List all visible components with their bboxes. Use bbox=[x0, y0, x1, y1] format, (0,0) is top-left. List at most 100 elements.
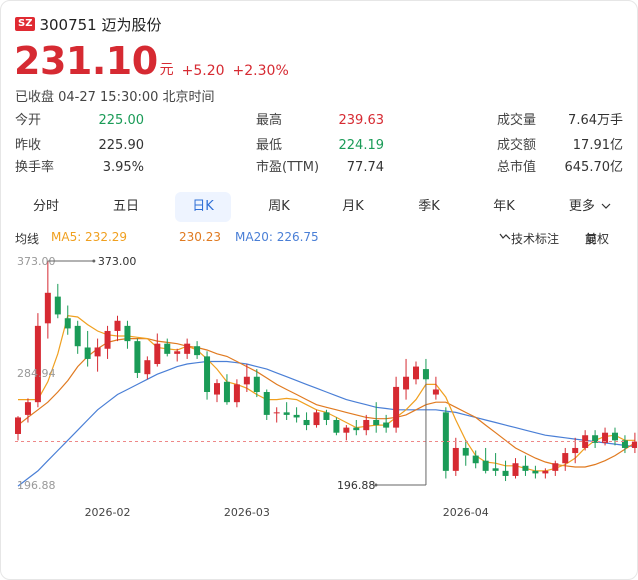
tab-five-day[interactable]: 五日 bbox=[112, 199, 139, 214]
candle-body bbox=[273, 412, 280, 414]
stat-label: 市盈(TTM) bbox=[256, 160, 320, 175]
stock-header: SZ 300751 迈为股份 bbox=[15, 13, 161, 35]
candle-body bbox=[313, 412, 320, 426]
tech-annotation-icon bbox=[499, 233, 511, 240]
ma10-line bbox=[17, 338, 636, 468]
candle-body bbox=[134, 341, 141, 373]
market-badge: SZ bbox=[15, 17, 36, 31]
stat-value: 7.64万手 bbox=[568, 113, 623, 128]
stat-label: 今开 bbox=[15, 113, 42, 128]
price-change: +5.20 bbox=[181, 63, 225, 79]
candle-body bbox=[363, 419, 370, 431]
stat-value: 225.90 bbox=[98, 138, 145, 153]
candle-body bbox=[184, 343, 191, 354]
min-leader-dot bbox=[374, 483, 378, 487]
price-unit: 元 bbox=[159, 62, 174, 78]
tab-intraday[interactable]: 分时 bbox=[32, 199, 59, 214]
candle-body bbox=[253, 376, 260, 393]
stat-label: 最高 bbox=[256, 113, 283, 128]
stat-label: 昨收 bbox=[15, 138, 42, 153]
chart-annotations: 373.00 284.94 196.88 373.00 196.88 2026-02 202… bbox=[15, 255, 625, 519]
candle-body bbox=[413, 366, 419, 380]
y-tick-label: 373.00 bbox=[17, 255, 56, 268]
candle-body bbox=[343, 427, 350, 433]
tab-yearly-k[interactable]: 年K bbox=[493, 199, 515, 214]
adjust-label: 复权 bbox=[585, 232, 610, 246]
price-change-pct: +2.30% bbox=[232, 63, 289, 79]
max-leader-dot bbox=[92, 259, 96, 263]
candle-body bbox=[562, 453, 569, 464]
candle-body bbox=[164, 343, 171, 354]
candle-body bbox=[442, 412, 449, 471]
candle-body bbox=[522, 465, 529, 471]
candle-body bbox=[512, 463, 519, 476]
candle-body bbox=[154, 343, 161, 365]
candle-body bbox=[592, 435, 599, 443]
candle-body bbox=[373, 419, 380, 426]
candle-body bbox=[24, 402, 31, 415]
candle-body bbox=[602, 432, 609, 443]
adjust-prefix: 前 bbox=[585, 232, 598, 246]
candle-body bbox=[64, 318, 71, 329]
x-tick-label: 2026-03 bbox=[224, 506, 270, 519]
kline-chart[interactable]: 373.00 284.94 196.88 373.00 196.88 2026-02 202… bbox=[1, 251, 638, 526]
candle-body bbox=[532, 470, 539, 474]
min-price-label: 196.88 bbox=[337, 479, 376, 492]
tab-weekly-k[interactable]: 周K bbox=[268, 199, 290, 214]
tech-annotation-label: 技术标注 bbox=[511, 232, 560, 246]
candle-body bbox=[293, 414, 300, 418]
candle-body bbox=[492, 468, 499, 471]
y-tick-label: 284.94 bbox=[17, 367, 56, 380]
candle-body bbox=[84, 347, 91, 359]
tab-daily-k[interactable]: 日K bbox=[175, 192, 231, 222]
candle-body bbox=[542, 470, 549, 474]
candle-body bbox=[15, 417, 21, 434]
candle-body bbox=[502, 470, 509, 476]
candle-body bbox=[233, 384, 240, 403]
ma5-value: MA5: 232.29 bbox=[51, 230, 128, 244]
tab-quarterly-k[interactable]: 季K bbox=[418, 199, 440, 214]
candle-body bbox=[204, 356, 211, 393]
candle-body bbox=[452, 447, 459, 471]
current-price: 231.10 bbox=[14, 39, 158, 83]
candles bbox=[15, 261, 637, 482]
max-price-label: 373.00 bbox=[98, 255, 137, 268]
stat-value: 3.95% bbox=[102, 160, 144, 175]
price-row: 231.10 元 +5.20 +2.30% bbox=[14, 41, 289, 81]
candle-body bbox=[54, 296, 61, 315]
stat-label: 最低 bbox=[256, 138, 283, 153]
candle-body bbox=[303, 419, 310, 426]
market-status: 已收盘 04-27 15:30:00 北京时间 bbox=[15, 90, 215, 105]
stat-label: 总市值 bbox=[497, 160, 537, 175]
x-tick-label: 2026-04 bbox=[443, 506, 489, 519]
candle-body bbox=[552, 463, 559, 471]
stat-value: 645.70亿 bbox=[564, 160, 624, 175]
x-tick-label: 2026-02 bbox=[85, 506, 131, 519]
chevron-down-icon bbox=[601, 203, 611, 209]
candle-body bbox=[283, 412, 290, 415]
stat-value: 224.19 bbox=[338, 138, 385, 153]
stat-label: 成交额 bbox=[497, 138, 537, 153]
candle-body bbox=[124, 325, 131, 342]
candle-body bbox=[74, 325, 81, 347]
candle-body bbox=[243, 376, 250, 385]
candle-body bbox=[223, 381, 230, 403]
tech-annotation-toggle[interactable]: 技术标注 bbox=[499, 230, 559, 246]
ma-indicator-row: 均线 MA5: 232.29 230.23 MA20: 226.75 技术标注 … bbox=[15, 230, 625, 248]
candle-body bbox=[462, 447, 469, 456]
ma20-line bbox=[17, 360, 635, 487]
ma10-value: 230.23 bbox=[179, 230, 221, 244]
candle-body bbox=[621, 440, 628, 448]
candle-body bbox=[114, 320, 121, 331]
tab-more[interactable]: 更多 bbox=[555, 192, 625, 222]
candle-body bbox=[422, 369, 429, 380]
candle-body bbox=[94, 347, 101, 357]
candle-body bbox=[144, 360, 151, 375]
stock-name[interactable]: 300751 迈为股份 bbox=[39, 15, 162, 34]
tab-monthly-k[interactable]: 月K bbox=[342, 199, 364, 214]
candle-body bbox=[323, 412, 330, 420]
candle-body bbox=[44, 292, 51, 324]
candle-body bbox=[472, 455, 479, 464]
candle-body bbox=[214, 383, 220, 395]
candle-body bbox=[104, 330, 111, 349]
